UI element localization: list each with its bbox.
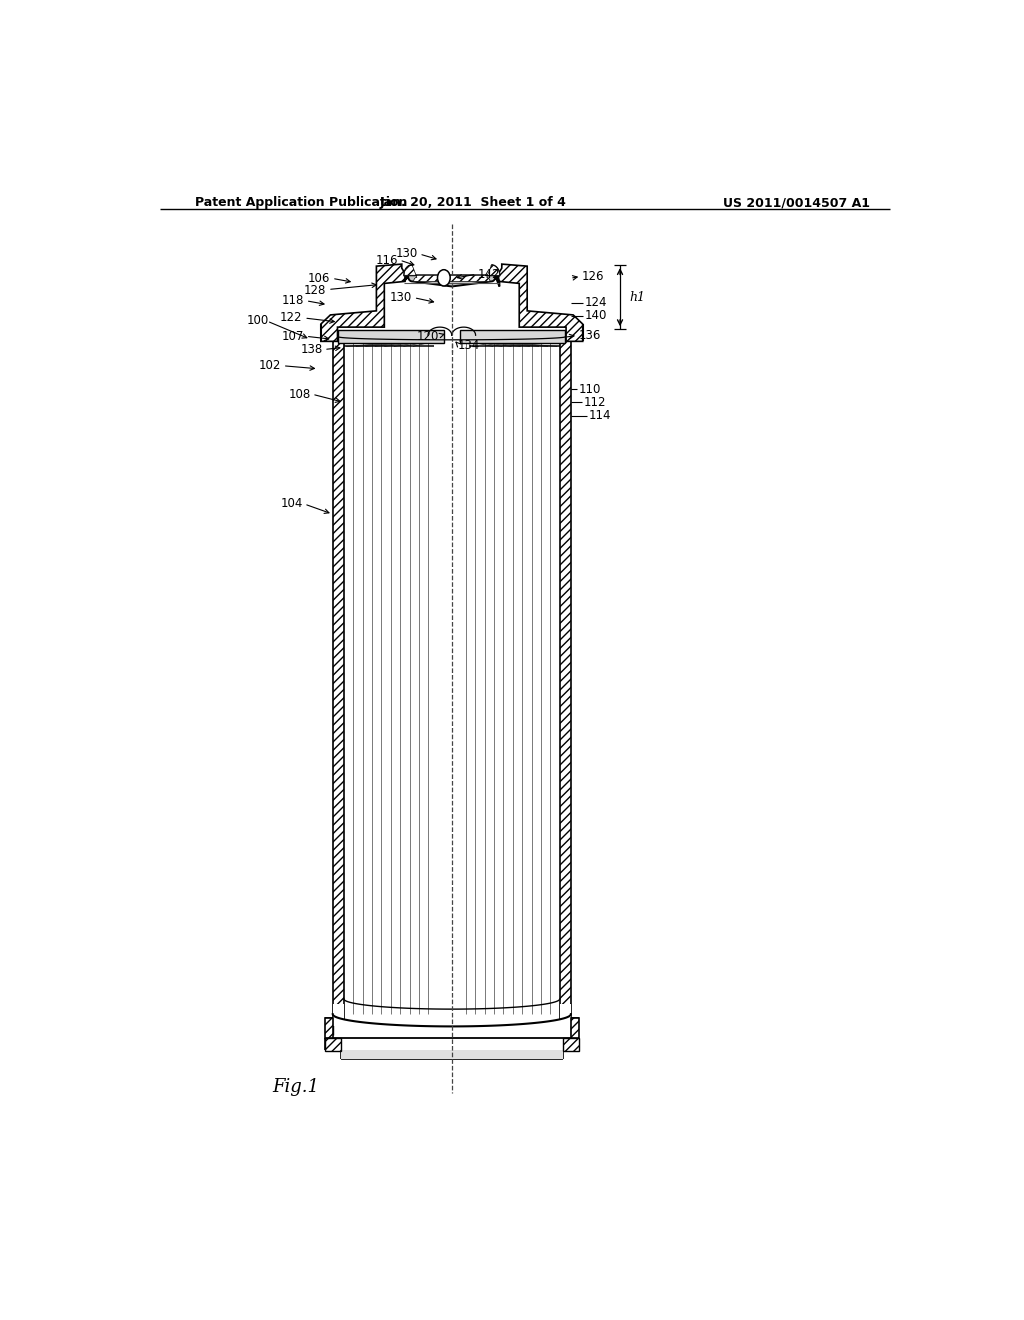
Text: 110: 110 — [579, 383, 601, 396]
Polygon shape — [563, 1038, 579, 1051]
Text: 138: 138 — [300, 343, 323, 356]
Text: 107: 107 — [282, 330, 304, 343]
Text: 136: 136 — [579, 329, 601, 342]
Polygon shape — [499, 264, 583, 342]
Circle shape — [437, 269, 451, 286]
Polygon shape — [570, 1018, 579, 1038]
Text: 142: 142 — [477, 268, 500, 281]
Text: 128: 128 — [304, 284, 327, 297]
Text: 120: 120 — [417, 330, 439, 343]
Bar — [344, 342, 560, 1019]
Polygon shape — [325, 1018, 333, 1038]
Text: 118: 118 — [282, 294, 304, 308]
Polygon shape — [325, 1038, 341, 1051]
Text: 104: 104 — [281, 498, 303, 511]
Text: 122: 122 — [281, 312, 303, 325]
Text: 130: 130 — [390, 292, 412, 304]
Text: Jan. 20, 2011  Sheet 1 of 4: Jan. 20, 2011 Sheet 1 of 4 — [380, 195, 566, 209]
Polygon shape — [338, 330, 443, 343]
Text: 134: 134 — [458, 339, 479, 352]
Text: 126: 126 — [582, 269, 604, 282]
Polygon shape — [560, 342, 570, 1019]
Bar — [437, 342, 466, 1016]
Text: US 2011/0014507 A1: US 2011/0014507 A1 — [723, 195, 870, 209]
Polygon shape — [404, 265, 500, 286]
Polygon shape — [333, 342, 344, 1019]
Bar — [333, 1005, 344, 1027]
Text: 116: 116 — [376, 253, 397, 267]
Bar — [560, 1005, 570, 1027]
Text: 112: 112 — [584, 396, 606, 409]
Polygon shape — [404, 265, 500, 281]
Polygon shape — [460, 330, 565, 343]
Text: h1: h1 — [630, 290, 645, 304]
Text: 114: 114 — [588, 409, 610, 422]
Text: Patent Application Publication: Patent Application Publication — [196, 195, 408, 209]
Text: Fig.1: Fig.1 — [272, 1078, 319, 1096]
Text: 140: 140 — [585, 309, 606, 322]
Bar — [341, 1049, 563, 1059]
Text: 124: 124 — [585, 296, 607, 309]
Text: 106: 106 — [308, 272, 331, 285]
Text: 130: 130 — [395, 247, 418, 260]
Text: 108: 108 — [289, 388, 310, 401]
Polygon shape — [321, 264, 404, 342]
Text: 102: 102 — [259, 359, 282, 372]
Polygon shape — [316, 260, 587, 342]
Text: 100: 100 — [247, 314, 269, 326]
